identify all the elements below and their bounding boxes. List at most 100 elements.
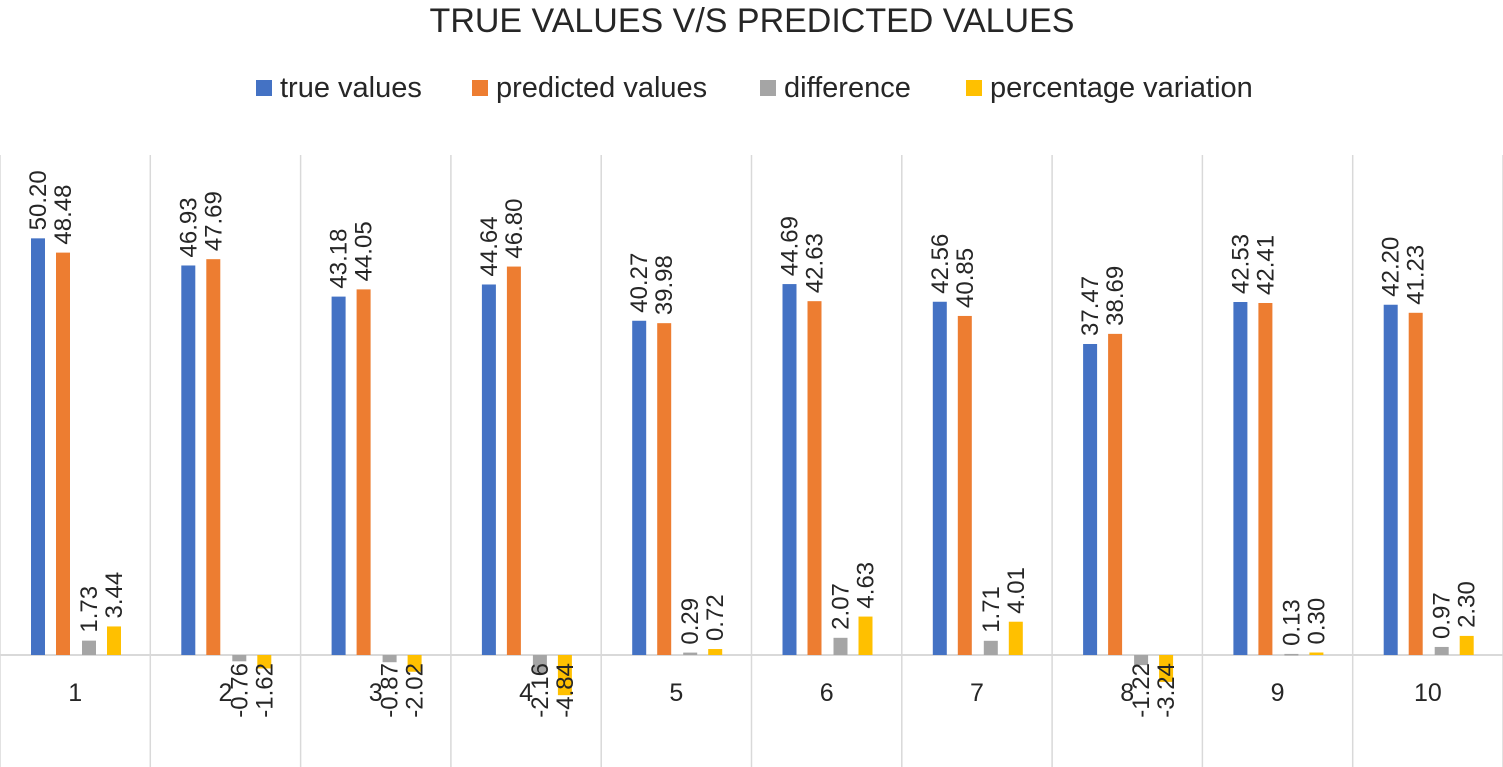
data-label: 50.20 [25,170,52,230]
bar-difference-9 [1284,653,1299,656]
bar-percentage-variation-8 [1159,655,1174,682]
data-label: 1.71 [978,586,1005,633]
data-label: 42.56 [927,234,954,294]
category-label-5: 5 [669,679,683,707]
bar-true-values-10 [1383,304,1398,655]
data-label: 40.27 [626,253,653,313]
bar-true-values-1 [31,238,45,655]
bar-predicted-values-6 [807,301,822,655]
bar-true-values-4 [481,284,496,655]
data-label: 4.63 [853,562,880,609]
category-label-8: 8 [1120,679,1134,707]
bar-true-values-5 [632,320,647,655]
category-label-1: 1 [68,679,82,707]
data-label: 43.18 [326,229,353,289]
data-label: -0.76 [226,663,253,718]
legend-label-4: percentage variation [990,72,1253,104]
data-label: -2.16 [527,663,554,718]
legend-label-3: difference [784,72,911,104]
legend-swatch-4 [966,80,982,96]
category-label-10: 10 [1414,679,1442,707]
legend-swatch-2 [472,80,488,96]
bar-predicted-values-8 [1108,333,1123,655]
data-label: 44.64 [476,216,503,276]
data-label: 41.23 [1403,245,1430,305]
data-label: 44.05 [351,221,378,281]
bar-percentage-variation-10 [1459,635,1474,655]
bar-predicted-values-9 [1258,302,1273,655]
data-label: 37.47 [1077,276,1104,336]
data-label: -1.22 [1128,663,1155,718]
data-label: 46.93 [175,197,202,257]
bar-predicted-values-1 [56,252,70,655]
bar-difference-1 [82,640,96,655]
bar-predicted-values-7 [957,315,972,655]
bar-difference-7 [983,640,998,655]
bar-percentage-variation-7 [1008,621,1023,655]
data-labels: 50.2048.481.733.4446.9347.69-0.76-1.6243… [25,170,1481,717]
bar-percentage-variation-1 [107,626,121,655]
data-label: 2.30 [1454,581,1481,628]
data-label: 0.30 [1303,598,1330,645]
bar-difference-8 [1134,655,1149,666]
category-labels: 1 2 3 4 5 6 7 8 9 10 [68,679,1442,707]
data-label: -0.87 [377,663,404,718]
data-label: -2.02 [402,663,429,718]
data-label: 0.97 [1429,592,1456,639]
data-label: 42.53 [1227,234,1254,294]
bar-predicted-values-3 [356,289,371,655]
legend-label-1: true values [280,72,422,104]
bar-true-values-9 [1233,302,1248,655]
data-label: 42.63 [802,233,829,293]
data-label: 38.69 [1102,266,1129,326]
data-label: 2.07 [828,583,855,630]
bar-predicted-values-2 [206,259,221,655]
data-label: 46.80 [501,198,528,258]
bar-difference-4 [532,655,547,673]
bar-percentage-variation-4 [557,655,572,696]
bar-percentage-variation-9 [1309,652,1324,655]
bar-difference-2 [232,655,247,662]
category-label-9: 9 [1271,679,1285,707]
bar-percentage-variation-5 [708,649,723,655]
data-label: 39.98 [651,255,678,315]
data-label: 44.69 [777,216,804,276]
data-label: 3.44 [101,572,128,619]
data-label: -4.84 [552,663,579,718]
bar-difference-5 [683,652,698,655]
bar-true-values-3 [331,296,346,655]
legend-swatch-3 [760,80,776,96]
bar-percentage-variation-6 [858,616,873,655]
bar-predicted-values-10 [1408,312,1423,655]
category-label-7: 7 [970,679,984,707]
category-label-6: 6 [820,679,834,707]
category-label-3: 3 [369,679,383,707]
data-label: 42.20 [1378,237,1405,297]
legend-swatch-1 [256,80,272,96]
data-label: 40.85 [952,248,979,308]
bar-percentage-variation-3 [407,655,422,672]
axes [0,155,1503,767]
bar-true-values-2 [181,265,196,655]
bar-difference-10 [1434,646,1449,655]
data-label: 1.73 [76,586,103,633]
legend-label-2: predicted values [496,72,707,104]
data-label: -1.62 [251,663,278,718]
data-label: 47.69 [200,191,227,251]
data-label: -3.24 [1153,663,1180,718]
category-label-2: 2 [218,679,232,707]
category-label-4: 4 [519,679,533,707]
chart-title: TRUE VALUES V/S PREDICTED VALUES [430,2,1075,40]
data-label: 4.01 [1003,567,1030,614]
data-label: 0.72 [702,594,729,641]
data-label: 0.13 [1278,599,1305,646]
bars [31,238,1474,696]
bar-true-values-7 [932,301,947,655]
bar-difference-6 [833,637,848,655]
legend: true values predicted values difference per… [256,72,1253,104]
bar-true-values-8 [1083,343,1098,655]
data-label: 0.29 [677,598,704,645]
bar-percentage-variation-2 [257,655,272,669]
